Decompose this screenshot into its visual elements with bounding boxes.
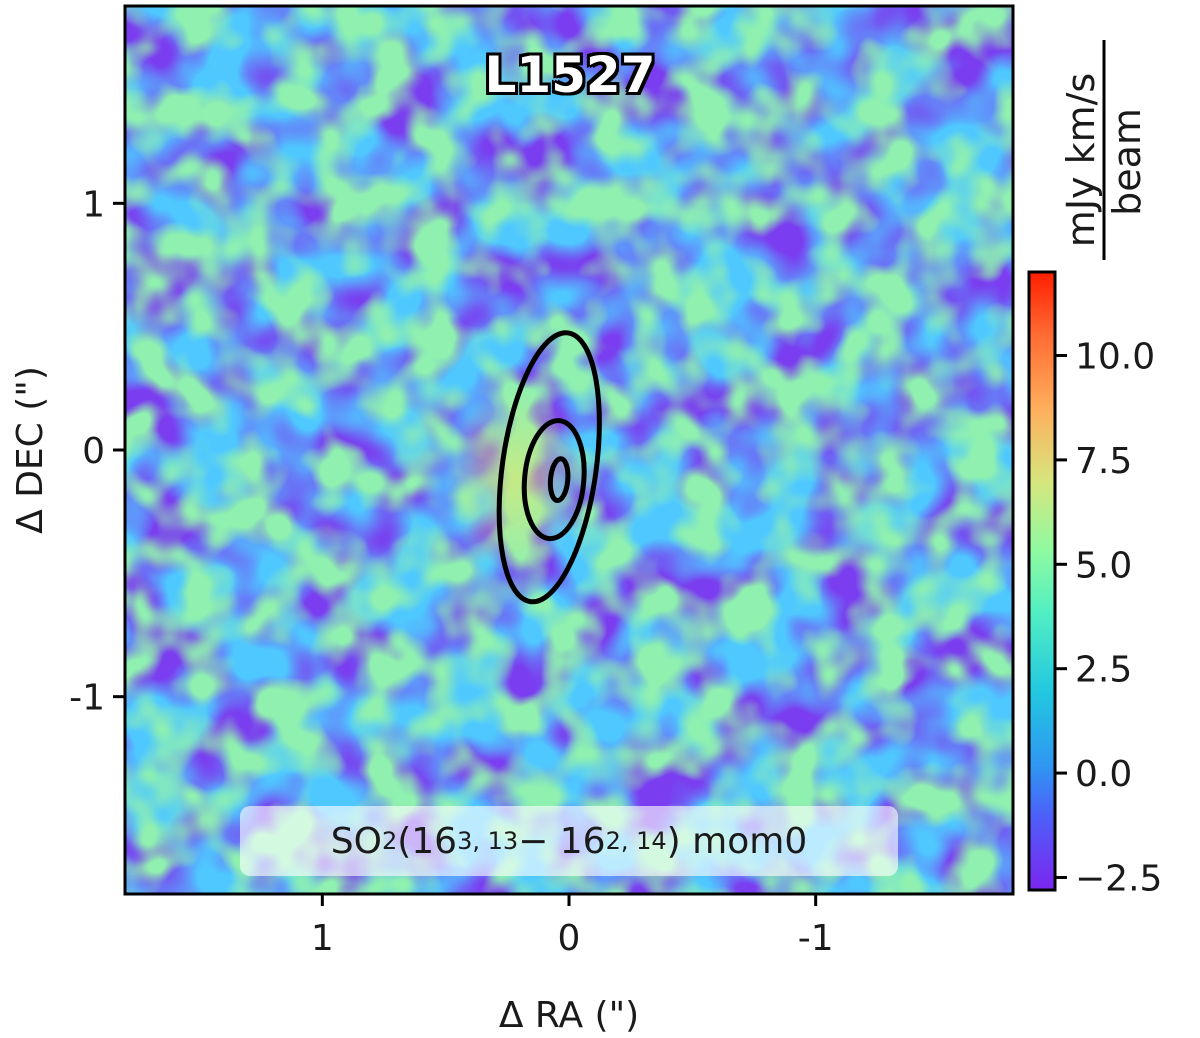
colorbar-tick-label: 0.0 — [1075, 754, 1132, 795]
annotation-upper-level: 3, 13 — [457, 827, 519, 855]
x-tick-label: 1 — [311, 918, 334, 959]
colorbar-tick-label: 2.5 — [1075, 650, 1132, 691]
contour-level-3 — [547, 456, 571, 504]
x-tick-label: 0 — [558, 918, 581, 959]
y-axis-label: Δ DEC (") — [10, 366, 51, 534]
contour-level-1 — [496, 330, 602, 605]
contour-level-2 — [521, 418, 587, 542]
x-tick-label: -1 — [798, 918, 834, 959]
colorbar — [1027, 270, 1057, 892]
annotation-open: (16 — [397, 820, 458, 862]
colorbar-tick-label: 7.5 — [1075, 441, 1132, 482]
heatmap-area — [125, 6, 1013, 894]
heatmap-central-emission — [445, 385, 585, 575]
annotation-dash: − 16 — [518, 820, 606, 862]
x-axis: 1 0 -1 — [311, 894, 834, 959]
colorbar-label-denominator: beam — [1105, 108, 1149, 216]
colorbar-tick-label: −2.5 — [1075, 858, 1162, 899]
y-axis: 1 0 -1 — [69, 184, 125, 719]
colorbar-label-numerator: mJy km/s — [1059, 73, 1103, 247]
annotation-molecule: SO — [330, 820, 382, 862]
x-axis-label: Δ RA (") — [499, 995, 639, 1036]
colorbar-label: mJy km/s beam — [1059, 40, 1149, 260]
colorbar-tick-label: 10.0 — [1075, 337, 1155, 378]
annotation-close: ) mom0 — [666, 820, 808, 862]
contour-group — [496, 330, 602, 605]
source-title: L1527 — [484, 46, 656, 104]
colorbar-ticks: −2.5 0.0 2.5 5.0 7.5 10.0 — [1055, 337, 1162, 899]
annotation-molecule-subscript: 2 — [381, 827, 398, 855]
annotation-lower-level: 2, 14 — [605, 827, 667, 855]
line-annotation: SO 2 (16 3, 13 − 16 2, 14) mom0 — [240, 806, 898, 876]
y-tick-label: 1 — [82, 184, 105, 225]
y-tick-label: 0 — [82, 431, 105, 472]
colorbar-tick-label: 5.0 — [1075, 545, 1132, 586]
y-tick-label: -1 — [69, 678, 105, 719]
